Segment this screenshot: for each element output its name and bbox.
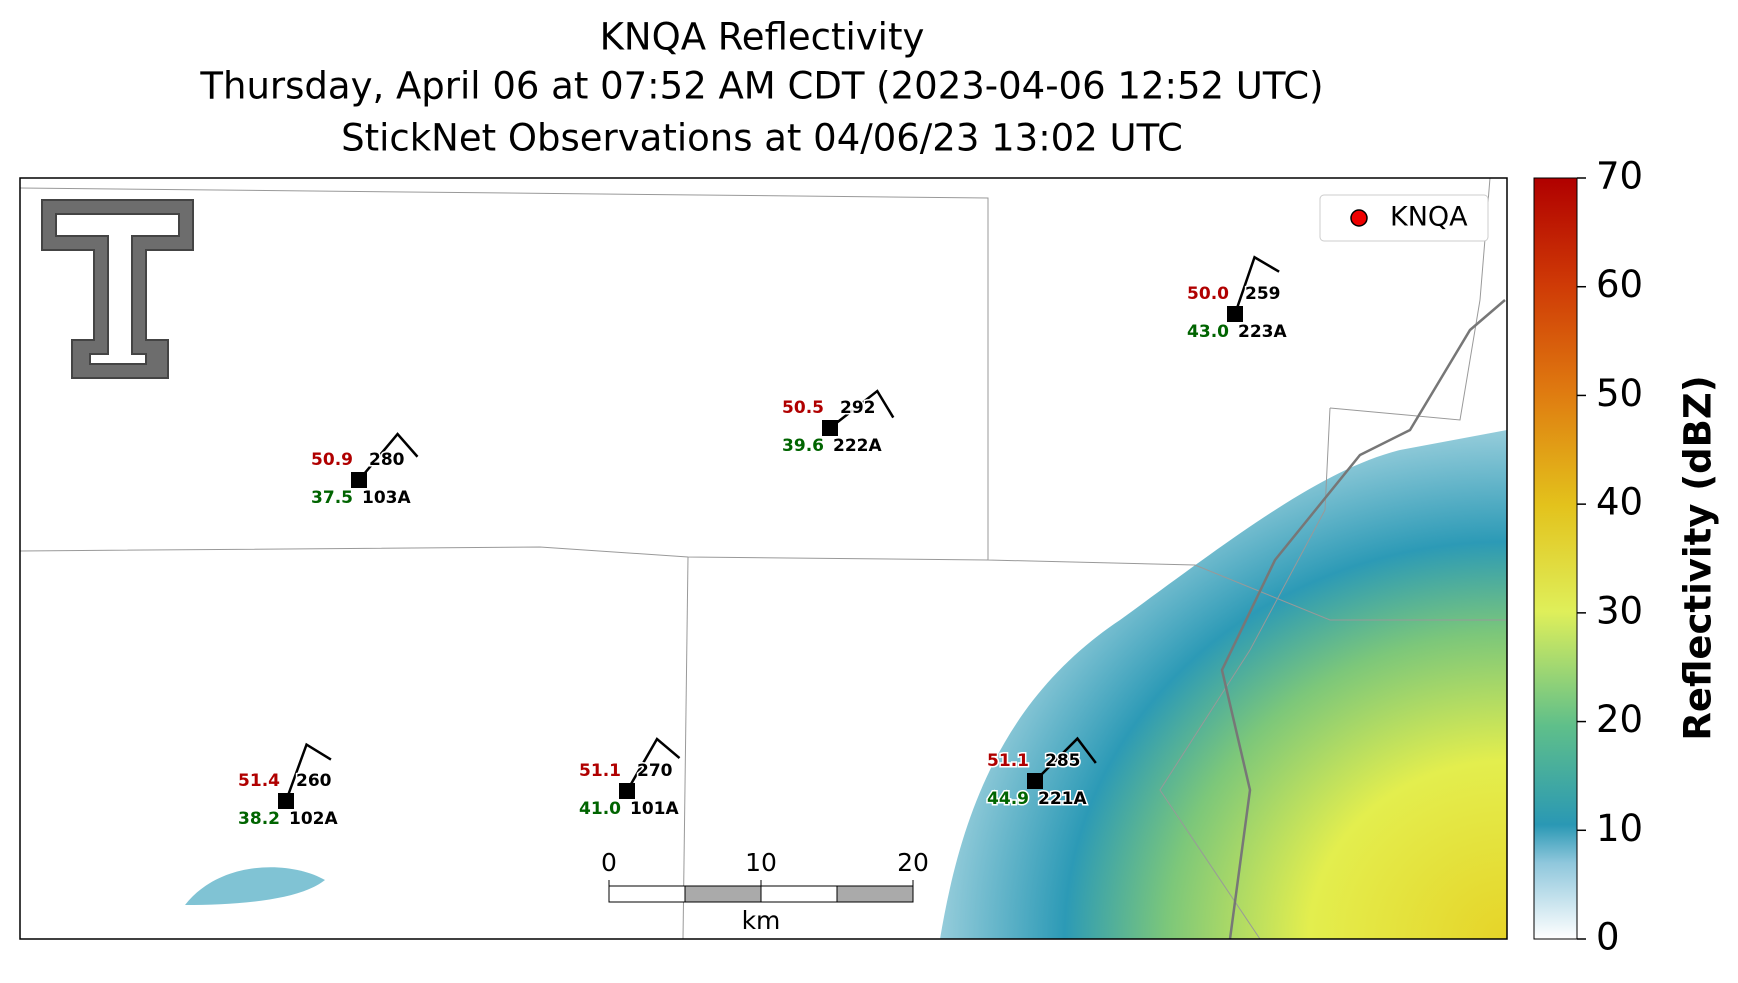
colorbar-tick-label: 70 bbox=[1596, 155, 1643, 198]
colorbar-tick-label: 40 bbox=[1596, 481, 1643, 524]
temperature: 51.1 bbox=[987, 751, 1029, 771]
colorbar-tick-label: 20 bbox=[1596, 698, 1643, 741]
county-road bbox=[1220, 299, 1506, 939]
station-id: 101A bbox=[630, 799, 679, 819]
wind-direction: 259 bbox=[1245, 284, 1281, 304]
scale-unit: km bbox=[742, 906, 781, 935]
station-id: 223A bbox=[1238, 322, 1287, 342]
legend-marker bbox=[1350, 209, 1368, 227]
dewpoint: 41.0 bbox=[579, 799, 621, 819]
map-area bbox=[20, 178, 1507, 939]
wind-barb bbox=[1233, 255, 1280, 315]
wind-barb bbox=[829, 389, 895, 429]
station-marker bbox=[1027, 773, 1043, 789]
wind-barb bbox=[358, 432, 419, 481]
wind-barb bbox=[1034, 736, 1097, 782]
map-frame bbox=[19, 177, 1508, 940]
station-marker bbox=[1227, 306, 1243, 322]
station-id: 102A bbox=[289, 809, 338, 829]
temperature: 51.1 bbox=[579, 761, 621, 781]
subtitle: Thursday, April 06 at 07:52 AM CDT (2023… bbox=[199, 65, 1323, 108]
wind-barb bbox=[284, 742, 332, 802]
colorbar-tick-label: 0 bbox=[1596, 916, 1620, 959]
wind-barb bbox=[625, 737, 681, 792]
station-marker bbox=[351, 472, 367, 488]
wind-direction: 285 bbox=[1045, 751, 1081, 771]
station-id: 103A bbox=[362, 488, 411, 508]
dewpoint: 39.6 bbox=[782, 436, 824, 456]
scale-tick-label: 0 bbox=[601, 848, 617, 877]
legend-label: KNQA bbox=[1390, 202, 1468, 233]
radar-echo bbox=[940, 430, 1507, 939]
colorbar-tick-label: 30 bbox=[1596, 589, 1643, 632]
wind-direction: 270 bbox=[637, 761, 673, 781]
station-marker bbox=[619, 783, 635, 799]
dewpoint: 44.9 bbox=[987, 789, 1029, 809]
scale-bar bbox=[608, 885, 914, 903]
dewpoint: 43.0 bbox=[1187, 322, 1229, 342]
title: KNQA Reflectivity bbox=[600, 16, 925, 59]
wind-direction: 280 bbox=[369, 450, 405, 470]
colorbar-tick-label: 50 bbox=[1596, 372, 1643, 415]
temperature: 51.4 bbox=[238, 771, 280, 791]
station-marker bbox=[822, 420, 838, 436]
dewpoint: 38.2 bbox=[238, 809, 280, 829]
subtitle: StickNet Observations at 04/06/23 13:02 … bbox=[341, 117, 1183, 160]
ttu-logo bbox=[41, 199, 194, 379]
station-marker bbox=[278, 793, 294, 809]
station-id: 222A bbox=[833, 436, 882, 456]
scale-tick-label: 10 bbox=[745, 848, 777, 877]
wind-direction: 260 bbox=[296, 771, 332, 791]
scale-tick-label: 20 bbox=[897, 848, 929, 877]
colorbar bbox=[1533, 177, 1578, 940]
colorbar-label: Reflectivity (dBZ) bbox=[1677, 375, 1720, 740]
legend-box bbox=[1319, 194, 1489, 242]
colorbar-tick-label: 10 bbox=[1596, 807, 1643, 850]
radar-echo bbox=[185, 867, 325, 905]
wind-direction: 292 bbox=[840, 398, 876, 418]
temperature: 50.5 bbox=[782, 398, 824, 418]
colorbar-tick-label: 60 bbox=[1596, 263, 1643, 306]
station-id: 221A bbox=[1038, 789, 1087, 809]
dewpoint: 37.5 bbox=[311, 488, 353, 508]
temperature: 50.9 bbox=[311, 450, 353, 470]
temperature: 50.0 bbox=[1187, 284, 1229, 304]
